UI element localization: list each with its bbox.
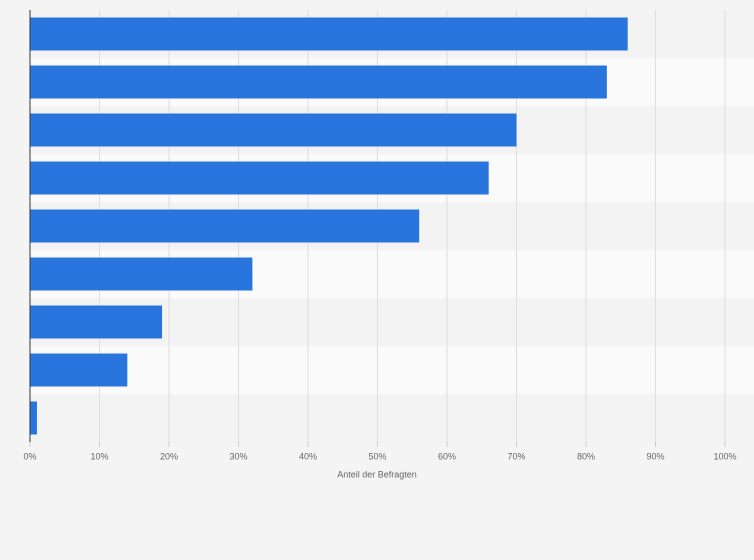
bar [30,209,420,243]
x-tick-label: 90% [646,451,664,461]
bar [30,65,607,99]
bar [30,353,128,387]
x-tick-label: 20% [160,451,178,461]
bar [30,257,253,291]
x-tick-label: 0% [23,451,36,461]
bar [30,113,517,147]
bar [30,401,37,435]
bar [30,17,628,51]
row-band [30,394,754,442]
x-tick-label: 60% [438,451,456,461]
bar [30,161,489,195]
row-band [30,346,754,394]
x-tick-label: 50% [368,451,386,461]
x-tick-label: 30% [229,451,247,461]
bar [30,305,163,339]
x-tick-label: 100% [713,451,736,461]
x-tick-label: 40% [299,451,317,461]
x-tick-label: 10% [90,451,108,461]
x-tick-label: 80% [577,451,595,461]
x-axis-label: Anteil der Befragten [337,469,417,479]
x-tick-label: 70% [507,451,525,461]
